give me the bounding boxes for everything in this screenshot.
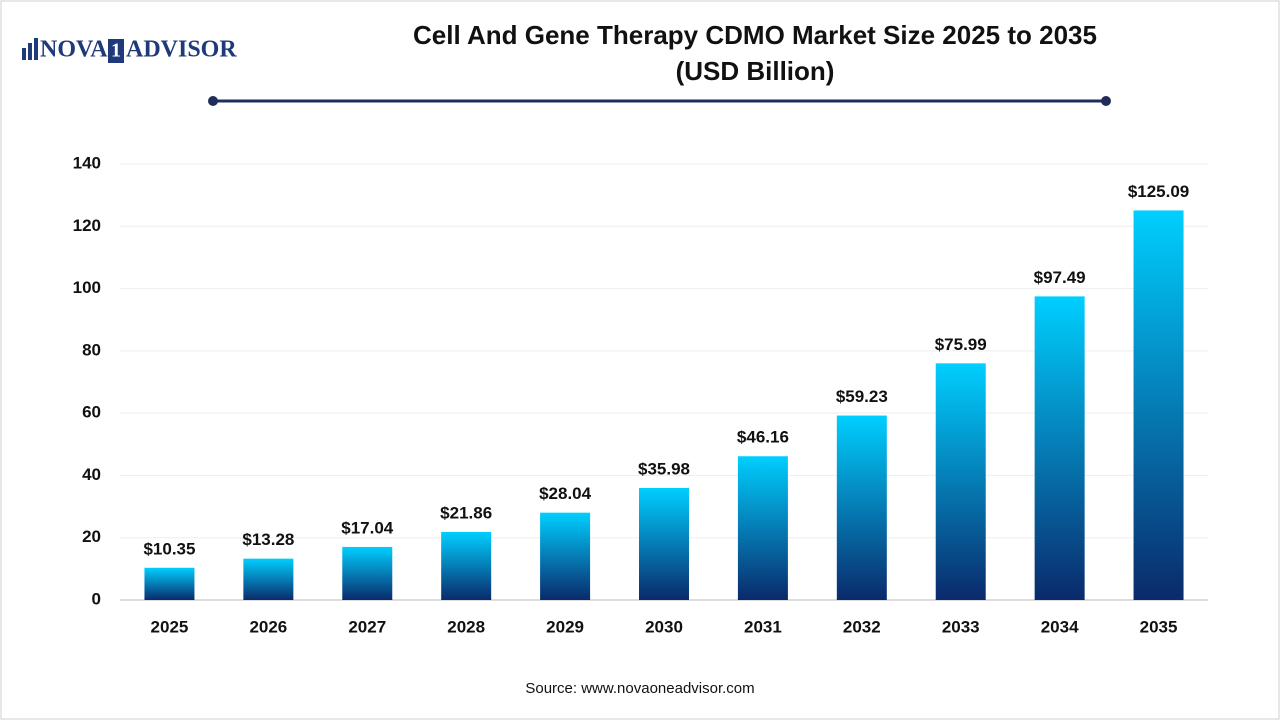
logo-text: 1 <box>111 40 121 62</box>
bar <box>342 546 393 600</box>
x-tick-label: 2030 <box>645 617 683 636</box>
value-label: $13.28 <box>242 530 294 549</box>
x-tick-label: 2035 <box>1140 617 1178 636</box>
bar <box>1133 210 1184 600</box>
y-tick-label: 60 <box>82 403 101 422</box>
x-tick-label: 2026 <box>249 617 287 636</box>
x-tick-label: 2032 <box>843 617 881 636</box>
bar <box>1034 296 1085 600</box>
x-tick-label: 2033 <box>942 617 980 636</box>
value-label: $75.99 <box>935 335 987 354</box>
value-label: $35.98 <box>638 459 690 478</box>
y-tick-label: 120 <box>73 216 101 235</box>
x-tick-label: 2027 <box>348 617 386 636</box>
value-label: $59.23 <box>836 387 888 406</box>
y-tick-label: 40 <box>82 465 101 484</box>
x-tick-label: 2025 <box>151 617 189 636</box>
value-label: $125.09 <box>1128 182 1189 201</box>
y-tick-label: 0 <box>92 589 101 608</box>
y-tick-label: 20 <box>82 527 101 546</box>
x-tick-label: 2031 <box>744 617 782 636</box>
x-tick-label: 2034 <box>1041 617 1079 636</box>
logo: NOVA 1 ADVISOR <box>22 37 237 63</box>
rule-dot <box>208 96 218 106</box>
value-label: $28.04 <box>539 484 592 503</box>
bar <box>441 531 492 600</box>
y-tick-label: 140 <box>73 153 101 172</box>
logo-text: ADVISOR <box>126 37 237 63</box>
rule-dot <box>1101 96 1111 106</box>
value-label: $97.49 <box>1034 268 1086 287</box>
bar <box>639 487 689 600</box>
value-label: $46.16 <box>737 428 789 447</box>
value-label: $17.04 <box>341 518 394 537</box>
value-label: $10.35 <box>143 539 195 558</box>
chart-title: Cell And Gene Therapy CDMO Market Size 2… <box>413 20 1097 50</box>
chart-subtitle: (USD Billion) <box>676 56 835 86</box>
bar <box>737 456 788 600</box>
source: Source: www.novaoneadvisor.com <box>525 680 754 697</box>
y-tick-label: 80 <box>82 340 101 359</box>
bar <box>540 512 591 600</box>
x-tick-label: 2028 <box>447 617 485 636</box>
y-tick-label: 100 <box>73 278 101 297</box>
bar <box>144 567 195 600</box>
bar <box>243 558 294 600</box>
x-tick-label: 2029 <box>546 617 584 636</box>
bar <box>836 415 887 600</box>
value-label: $21.86 <box>440 503 492 522</box>
bar <box>935 363 986 600</box>
logo-text: NOVA <box>40 37 108 63</box>
